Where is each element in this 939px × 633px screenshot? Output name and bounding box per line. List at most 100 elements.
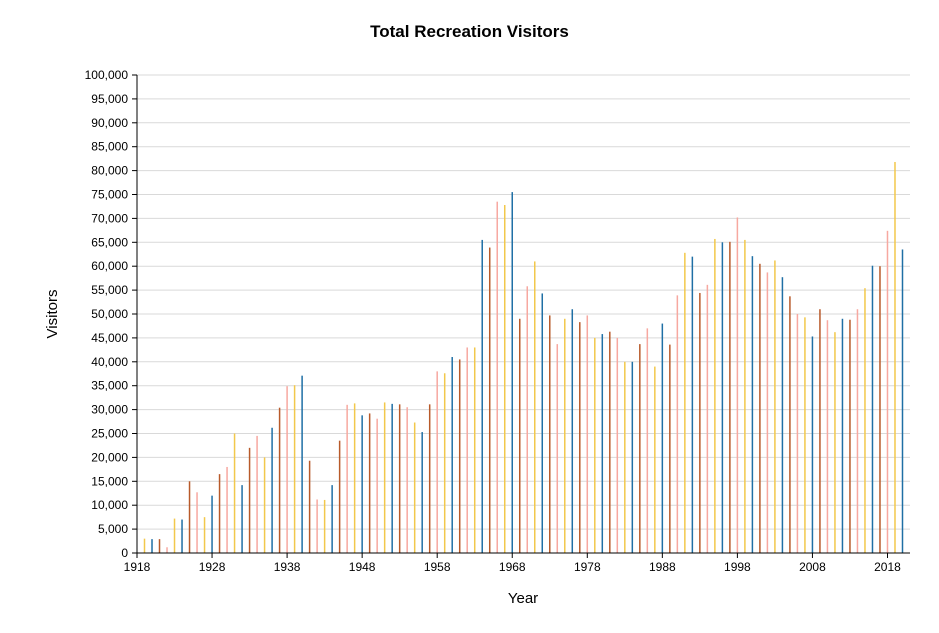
- y-tick-label: 40,000: [91, 355, 128, 369]
- y-tick-label: 25,000: [91, 427, 128, 441]
- bar-1947: [353, 403, 356, 553]
- bar-1966: [496, 201, 498, 554]
- x-tick-label: 1968: [499, 560, 526, 574]
- bar-1973: [549, 315, 551, 553]
- bar-1928: [211, 495, 213, 553]
- bar-1996: [721, 242, 724, 554]
- bar-1932: [241, 485, 243, 553]
- bar-1921: [158, 539, 161, 553]
- x-tick-label: 1958: [424, 560, 451, 574]
- bar-1936: [271, 427, 273, 553]
- bar-1946: [346, 404, 348, 553]
- y-tick-label: 10,000: [91, 498, 128, 512]
- bar-1939: [293, 385, 296, 553]
- bar-1933: [248, 447, 251, 553]
- bar-2017: [879, 266, 881, 553]
- bar-1950: [376, 418, 378, 553]
- y-axis-label: Visitors: [44, 290, 61, 339]
- bar-2003: [774, 260, 776, 553]
- bar-1985: [639, 344, 641, 553]
- y-tick-label: 15,000: [91, 474, 128, 488]
- bar-2020: [901, 249, 904, 553]
- bar-1971: [534, 261, 536, 553]
- bar-1968: [511, 192, 513, 554]
- bar-1930: [226, 466, 228, 553]
- bar-1924: [181, 519, 183, 553]
- bar-2010: [826, 320, 829, 553]
- bar-1948: [361, 415, 363, 553]
- bar-1923: [173, 518, 176, 553]
- bar-1967: [503, 205, 506, 554]
- bar-series: [143, 161, 904, 554]
- x-axis-ticks: 1918 1928 1938 1948 1958 1968 1978 1988 1998 2008…: [124, 553, 901, 574]
- bar-1969: [518, 318, 521, 553]
- y-tick-label: 0: [121, 546, 128, 560]
- bar-1992: [691, 256, 694, 553]
- bar-2016: [871, 265, 874, 553]
- bar-1980: [601, 334, 604, 553]
- bar-2009: [819, 309, 821, 553]
- y-tick-label: 65,000: [91, 235, 128, 249]
- bar-1952: [391, 403, 393, 553]
- y-tick-label: 30,000: [91, 403, 128, 417]
- bar-2015: [864, 288, 866, 553]
- bar-1927: [203, 517, 206, 553]
- bar-1976: [571, 309, 574, 553]
- y-tick-label: 20,000: [91, 450, 128, 464]
- bar-1972: [541, 293, 544, 553]
- bar-1937: [278, 407, 281, 553]
- x-tick-label: 2018: [874, 560, 901, 574]
- bar-1982: [616, 337, 619, 553]
- bar-1926: [196, 492, 198, 553]
- bar-1978: [586, 315, 589, 553]
- x-tick-label: 2008: [799, 560, 826, 574]
- bar-1964: [481, 239, 483, 553]
- bar-1961: [458, 359, 461, 553]
- y-tick-label: 90,000: [91, 116, 128, 130]
- bar-1970: [526, 286, 529, 553]
- bar-1951: [383, 402, 386, 553]
- x-tick-label: 1948: [349, 560, 376, 574]
- bar-1920: [151, 539, 153, 553]
- y-tick-label: 35,000: [91, 379, 128, 393]
- bar-1990: [676, 295, 679, 553]
- bar-2002: [766, 272, 769, 553]
- bar-2014: [856, 309, 859, 553]
- bar-2018: [886, 230, 889, 553]
- bar-1995: [714, 238, 716, 554]
- bar-1955: [413, 422, 416, 553]
- bar-1977: [579, 322, 581, 553]
- bar-1934: [256, 435, 258, 553]
- bar-2008: [811, 336, 814, 553]
- bar-1935: [263, 457, 266, 553]
- bar-1941: [308, 460, 311, 553]
- y-tick-label: 5,000: [98, 522, 128, 536]
- bar-1974: [556, 344, 559, 553]
- y-tick-label: 70,000: [91, 211, 128, 225]
- bar-2005: [789, 296, 791, 553]
- bar-1984: [631, 361, 634, 553]
- y-tick-label: 55,000: [91, 283, 128, 297]
- x-tick-label: 1938: [274, 560, 301, 574]
- bar-1940: [301, 375, 303, 553]
- bar-1963: [473, 347, 476, 553]
- x-tick-label: 1978: [574, 560, 601, 574]
- bar-1997: [729, 241, 731, 553]
- bar-1981: [609, 331, 611, 553]
- bar-1944: [331, 485, 333, 553]
- bar-1979: [594, 337, 596, 553]
- bar-1988: [661, 323, 664, 553]
- bar-1919: [143, 538, 146, 553]
- x-tick-label: 1988: [649, 560, 676, 574]
- bar-1954: [406, 407, 408, 553]
- x-tick-label: 1928: [199, 560, 226, 574]
- bar-2007: [804, 317, 806, 553]
- bar-1956: [421, 432, 423, 553]
- y-tick-label: 80,000: [91, 164, 128, 178]
- bar-1987: [654, 366, 656, 553]
- y-tick-label: 60,000: [91, 259, 128, 273]
- y-tick-label: 100,000: [85, 68, 129, 82]
- bar-1957: [428, 404, 431, 553]
- bar-1931: [233, 433, 236, 553]
